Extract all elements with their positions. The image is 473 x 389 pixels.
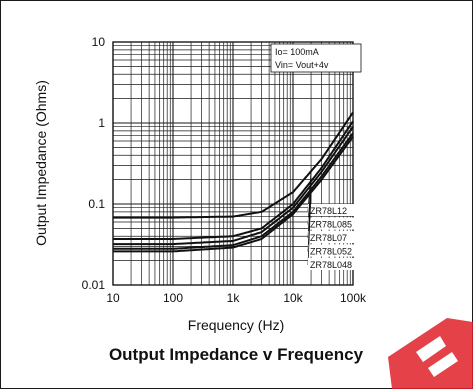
- series-label: ZR78L048: [310, 260, 352, 270]
- y-tick-label: 1: [98, 116, 105, 130]
- series-label: ZR78L085: [310, 220, 352, 230]
- x-tick-label: 1k: [227, 291, 241, 305]
- series-label: ZR78L12: [310, 206, 347, 216]
- brand-watermark: [388, 318, 473, 389]
- series-label-bg: [308, 217, 355, 230]
- y-tick-label: 10: [92, 35, 106, 49]
- series-label-bg: [308, 258, 355, 270]
- series-line: [113, 132, 354, 250]
- condition-voltage: Vin= Vout+4v: [275, 60, 329, 70]
- series-line: [113, 120, 354, 240]
- x-axis-label: Frequency (Hz): [188, 317, 284, 333]
- condition-box: [270, 43, 362, 73]
- x-tick-label: 100: [163, 291, 183, 305]
- x-tick-label: 100k: [340, 291, 367, 305]
- x-tick-label: 10: [106, 291, 120, 305]
- x-tick-label: 10k: [283, 291, 303, 305]
- y-axis-label: Output Impedance (Ohms): [33, 80, 49, 246]
- series-label: ZR78L07: [310, 233, 347, 243]
- series-line: [113, 126, 354, 246]
- y-tick-label: 0.1: [88, 197, 105, 211]
- series-lines: [113, 111, 354, 253]
- series-label-bg: [308, 244, 355, 257]
- chart-title: Output Impedance v Frequency: [109, 345, 364, 364]
- y-tick-label: 0.01: [82, 278, 106, 292]
- series-labels: ZR78L12 ZR78L085 ZR78L07 ZR78L052 ZR78L048: [307, 171, 355, 270]
- series-leader-line: [307, 192, 312, 266]
- series-line: [113, 111, 354, 219]
- tick-labels: 10 100 1k 10k 100k 0.01 0.1 1 10: [82, 35, 367, 305]
- condition-current: Io= 100mA: [275, 47, 319, 57]
- series-label-bg: [308, 204, 355, 216]
- series-line: [113, 136, 354, 253]
- plot-border: [112, 41, 354, 286]
- series-label-bg: [308, 231, 355, 243]
- series-label: ZR78L052: [310, 247, 352, 257]
